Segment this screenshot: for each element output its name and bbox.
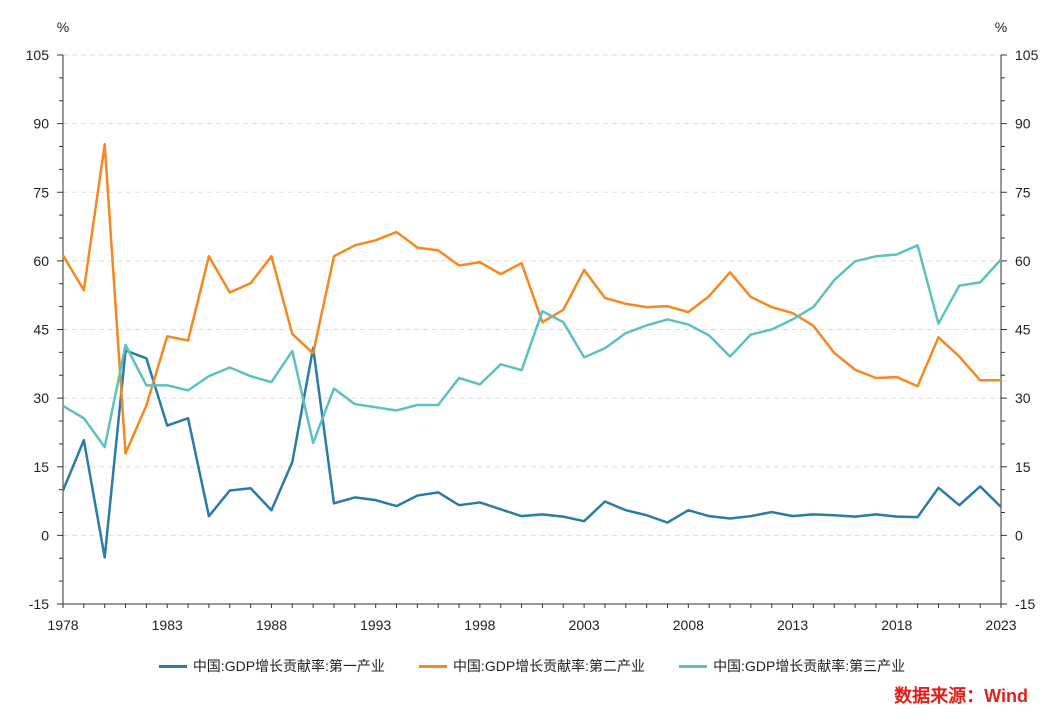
y-unit-left: %	[57, 19, 69, 35]
y-unit-right: %	[995, 19, 1007, 35]
legend: 中国:GDP增长贡献率:第一产业 中国:GDP增长贡献率:第二产业 中国:GDP…	[0, 656, 1064, 676]
x-tick-label: 2013	[777, 617, 808, 633]
legend-item-primary: 中国:GDP增长贡献率:第一产业	[158, 656, 385, 676]
legend-item-tertiary: 中国:GDP增长贡献率:第三产业	[679, 656, 905, 676]
y-tick-label-right: 105	[1015, 47, 1039, 63]
y-tick-label-right: 0	[1015, 527, 1023, 543]
y-tick-label-left: 90	[33, 116, 49, 132]
legend-swatch	[158, 664, 187, 668]
x-tick-label: 1998	[464, 617, 495, 633]
x-tick-label: 1978	[47, 617, 78, 633]
x-tick-label: 1993	[360, 617, 391, 633]
y-tick-label-right: -15	[1015, 596, 1035, 612]
series-line-3	[62, 244, 1002, 449]
series-line-2	[61, 142, 1001, 455]
legend-label: 中国:GDP增长贡献率:第二产业	[452, 658, 646, 674]
y-tick-label-left: -15	[29, 596, 49, 612]
x-tick-label: 2003	[569, 617, 600, 633]
x-tick-label: 2023	[985, 617, 1016, 633]
y-tick-label-left: 105	[26, 47, 50, 63]
y-tick-label-left: 45	[33, 322, 49, 338]
y-tick-label-right: 45	[1015, 322, 1031, 338]
y-tick-label-left: 60	[33, 253, 49, 269]
y-tick-label-right: 15	[1015, 459, 1031, 475]
x-tick-label: 1983	[152, 617, 183, 633]
y-tick-label-right: 30	[1015, 390, 1031, 406]
y-tick-label-left: 0	[41, 527, 49, 543]
y-tick-label-left: 75	[33, 184, 49, 200]
line-chart: -15 -15 0 0 15 15 30 30 45 45 60 60 75 75 90 90 105 105%%…	[26, 19, 1039, 633]
y-tick-label-right: 60	[1015, 253, 1031, 269]
legend-swatch	[679, 664, 708, 668]
legend-item-secondary: 中国:GDP增长贡献率:第二产业	[418, 656, 646, 676]
y-tick-label-left: 30	[33, 390, 49, 406]
y-tick-label-left: 15	[33, 459, 49, 475]
legend-label: 中国:GDP增长贡献率:第三产业	[713, 658, 906, 674]
legend-label: 中国:GDP增长贡献率:第一产业	[192, 658, 385, 674]
x-tick-label: 2018	[881, 617, 912, 633]
y-tick-label-right: 90	[1015, 116, 1031, 132]
legend-swatch	[418, 664, 447, 668]
x-tick-label: 1988	[256, 617, 287, 633]
data-source: 数据来源：Wind	[894, 686, 1028, 706]
series-line-1	[61, 346, 1002, 559]
y-tick-label-right: 75	[1015, 184, 1031, 200]
x-tick-label: 2008	[673, 617, 704, 633]
